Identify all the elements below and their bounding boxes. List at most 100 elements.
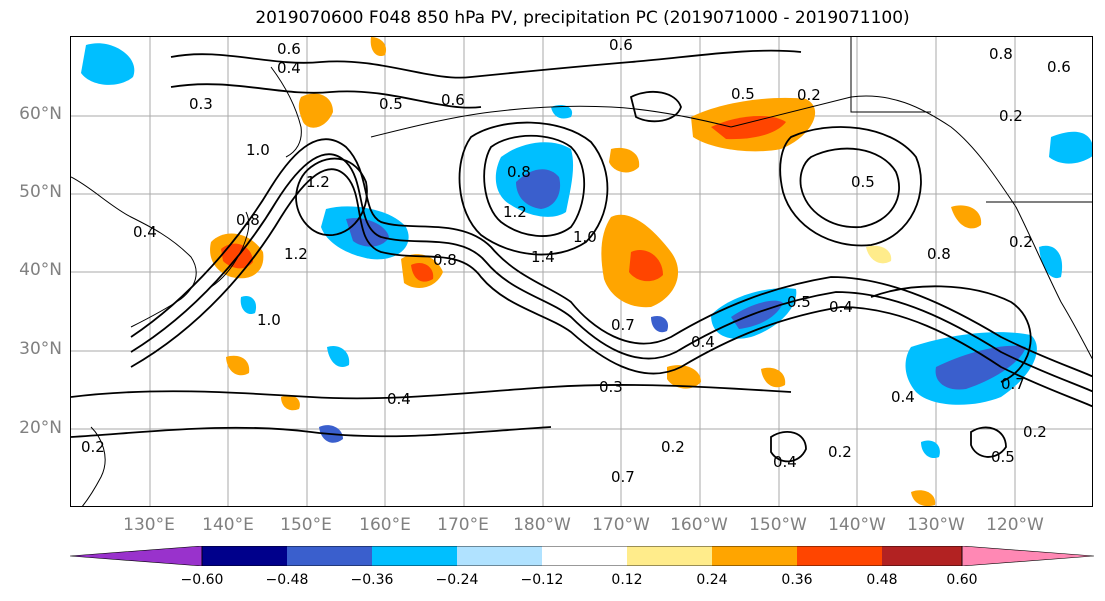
- contour-north-2: [170, 83, 482, 109]
- shade-pos-small-6: [370, 37, 387, 57]
- lat-label-60n: 60°N: [19, 104, 62, 124]
- contour-main-jet-3: [130, 168, 1092, 408]
- shade-pos-central-core: [629, 249, 663, 282]
- colorbar-tick-0: −0.60: [180, 572, 224, 588]
- clabel-13: 0.8: [507, 163, 531, 181]
- colorbar-tick-8: 0.48: [866, 572, 898, 588]
- clabel-9: 0.6: [441, 91, 465, 109]
- shade-pos-aleutian-core: [711, 115, 786, 140]
- contour-small-1: [770, 431, 807, 463]
- contour-dateline-low: [483, 134, 586, 237]
- clabel-3: 0.6: [609, 37, 633, 54]
- colorbar-segment-0: [70, 546, 203, 566]
- clabel-32: 0.4: [773, 453, 797, 471]
- colorbar-tick-4: −0.12: [520, 572, 564, 588]
- shade-pos-small-7: [911, 490, 936, 506]
- shade-neg-ne-pacific-core: [935, 345, 1026, 390]
- clabel-6: 0.2: [797, 86, 821, 104]
- shade-pos-nw-pacific-core: [411, 262, 434, 282]
- map-title: 2019070600 F048 850 hPa PV, precipitatio…: [255, 8, 910, 28]
- clabel-37: 0.7: [611, 316, 635, 334]
- clabel-35: 0.8: [927, 245, 951, 263]
- colorbar-segment-6: [627, 546, 712, 566]
- shade-pos-kamchatka: [298, 93, 333, 128]
- lon-label-150e: 150°E: [280, 515, 332, 535]
- colorbar-segment-2: [287, 546, 372, 566]
- shade-neg-small-3: [551, 105, 573, 119]
- clabel-5: 0.6: [1047, 58, 1071, 76]
- shade-pos-small-5: [866, 245, 892, 264]
- shade-pos-small-1: [667, 365, 701, 389]
- colorbar-tick-6: 0.24: [696, 572, 728, 588]
- shade-pos-small-3: [951, 205, 982, 229]
- lon-label-130w: 130°W: [907, 515, 965, 535]
- precip-positive-shading: [210, 37, 982, 506]
- shade-neg-ne-asia: [81, 43, 135, 85]
- map-canvas: 0.6 0.4 0.3 0.6 0.8 0.6 0.2 0.2 0.5 0.6 …: [71, 37, 1092, 506]
- lon-label-160w: 160°W: [670, 515, 728, 535]
- coast-na-west: [1015, 206, 1092, 360]
- colorbar-segment-5: [542, 546, 627, 566]
- contour-aleutian-low-2: [779, 126, 922, 247]
- colorbar-segment-8: [797, 546, 882, 566]
- clabel-17: 0.4: [133, 223, 157, 241]
- contour-small-2: [970, 426, 1007, 458]
- lon-label-140e: 140°E: [202, 515, 254, 535]
- contour-ne-pacific: [870, 285, 1032, 383]
- contour-north-1: [170, 49, 802, 79]
- clabel-2: 0.3: [189, 95, 213, 113]
- coast-alaska: [730, 95, 1017, 208]
- coast-asia: [71, 176, 197, 328]
- clabel-14: 1.2: [503, 203, 527, 221]
- lat-label-50n: 50°N: [19, 182, 62, 202]
- clabel-31: 0.2: [1023, 423, 1047, 441]
- clabel-11: 1.0: [246, 141, 270, 159]
- clabel-29: 0.2: [828, 443, 852, 461]
- border-1: [850, 37, 931, 113]
- clabel-4: 0.8: [989, 45, 1013, 63]
- clabel-0: 0.6: [277, 40, 301, 58]
- clabel-8: 0.5: [379, 95, 403, 113]
- contour-japan-low: [295, 157, 368, 236]
- lon-label-170e: 170°E: [437, 515, 489, 535]
- clabel-24: 0.4: [691, 333, 715, 351]
- clabel-30: 0.5: [991, 448, 1015, 466]
- clabel-39: 0.2: [81, 438, 105, 456]
- colorbar-segment-10: [961, 546, 1095, 566]
- coast-kamchatka: [270, 66, 302, 158]
- contour-main-jet-2: [130, 153, 1092, 393]
- clabel-18: 0.8: [433, 251, 457, 269]
- colorbar-tick-3: −0.24: [435, 572, 479, 588]
- shade-neg-small-4: [1039, 245, 1063, 279]
- coast-aleutians: [370, 105, 732, 138]
- lon-label-160e: 160°E: [359, 515, 411, 535]
- shade-neg-small-2: [327, 345, 350, 367]
- clabel-27: 0.2: [661, 438, 685, 456]
- contour-south-1: [71, 384, 792, 400]
- contour-dateline-low-2: [458, 121, 609, 256]
- colorbar-tick-9: 0.60: [946, 572, 978, 588]
- clabel-12: 1.2: [306, 173, 330, 191]
- colorbar-segment-7: [712, 546, 797, 566]
- shade-neg-small-5: [240, 295, 257, 315]
- clabel-28: 0.7: [611, 468, 635, 486]
- colorbar-tick-1: −0.48: [265, 572, 309, 588]
- shade-neg-us-coast: [1049, 131, 1092, 164]
- contour-labels: 0.6 0.4 0.3 0.6 0.8 0.6 0.2 0.2 0.5 0.6 …: [81, 37, 1071, 486]
- clabel-38: 0.5: [731, 85, 755, 103]
- map-panel: 0.6 0.4 0.3 0.6 0.8 0.6 0.2 0.2 0.5 0.6 …: [70, 36, 1093, 507]
- colorbar-tick-7: 0.36: [781, 572, 813, 588]
- shade-pos-small-4: [226, 355, 250, 376]
- contour-main-jet-1: [130, 138, 1092, 378]
- lat-label-20n: 20°N: [19, 418, 62, 438]
- lon-label-170w: 170°W: [592, 515, 650, 535]
- lon-label-150w: 150°W: [749, 515, 807, 535]
- clabel-19: 1.2: [284, 245, 308, 263]
- colorbar-tick-5: 0.12: [611, 572, 643, 588]
- coast-islands: [81, 426, 106, 506]
- shade-pos-small-8: [281, 395, 300, 411]
- precip-negative-shading: [81, 43, 1092, 459]
- contour-small-3: [629, 90, 682, 123]
- colorbar-tick-2: −0.36: [350, 572, 394, 588]
- shade-neg-small-6: [651, 315, 669, 333]
